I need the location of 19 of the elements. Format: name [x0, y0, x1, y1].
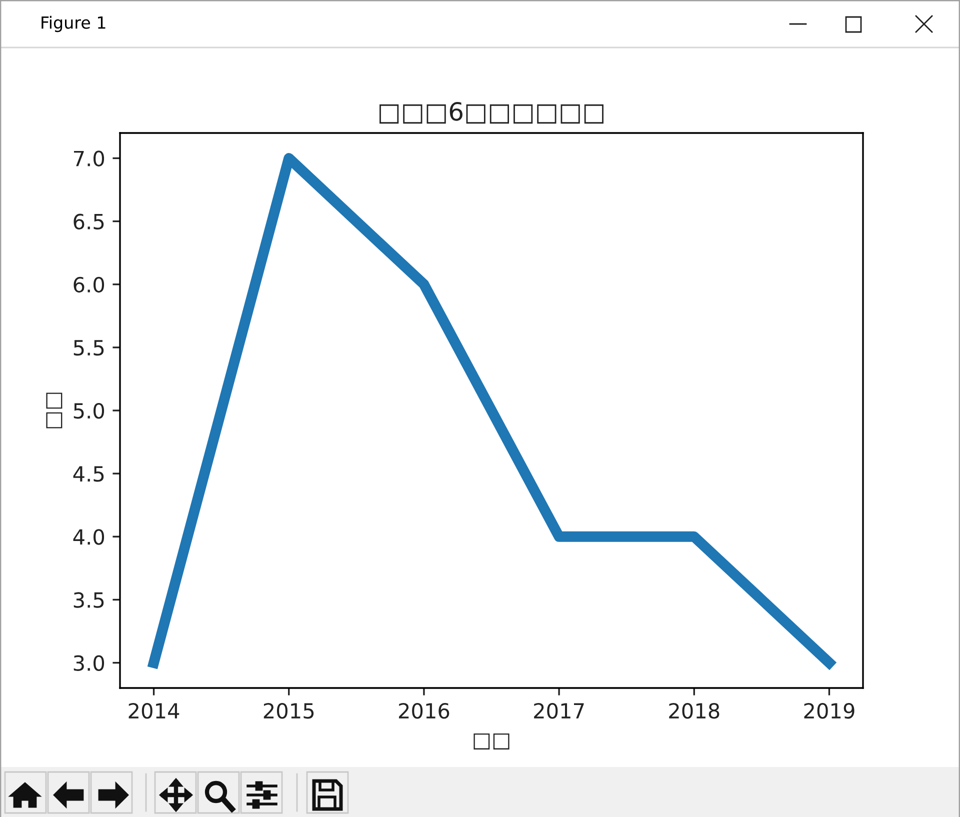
x-tick-label: 2019 — [804, 702, 854, 719]
y-tick-label: 5.5 — [74, 340, 104, 356]
y-tick-label: 3.5 — [74, 592, 104, 608]
x-tick-label: 2014 — [128, 702, 180, 719]
y-tick-label: 5.0 — [74, 402, 104, 419]
y-tick-label: 4.5 — [73, 466, 104, 482]
y-tick-label: 6.5 — [74, 214, 104, 230]
caption: Figure 1 — [42, 16, 106, 32]
x-axis-title: □□ — [474, 734, 510, 750]
chart-title: □□□6□□□□□□ — [380, 102, 604, 124]
x-tick-label: 2015 — [264, 702, 314, 719]
x-tick-label: 2017 — [534, 702, 584, 719]
y-tick-label: 4.0 — [73, 529, 104, 545]
x-tick-label: 2016 — [398, 702, 450, 719]
y-tick-label: 7.0 — [74, 150, 104, 166]
y-axis-title: □□ — [46, 392, 62, 428]
y-tick-label: 6.0 — [74, 276, 104, 293]
x-tick-label: 2018 — [669, 702, 720, 719]
y-tick-label: 3.0 — [74, 655, 104, 671]
